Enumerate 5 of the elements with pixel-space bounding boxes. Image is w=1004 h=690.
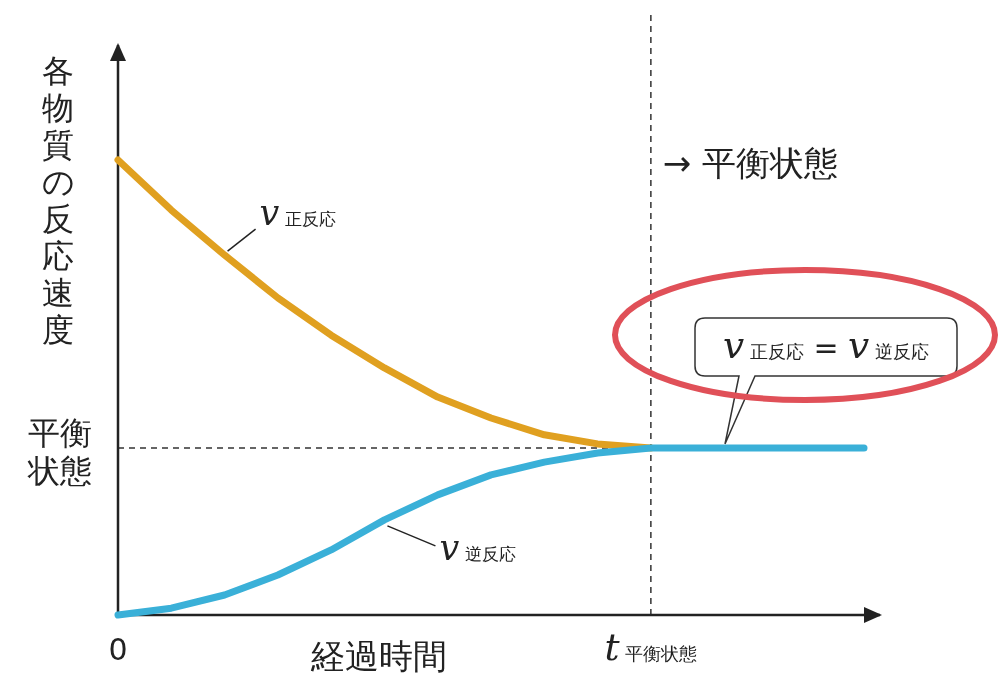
y-axis-title: 各物質の反応速度 [41,52,75,349]
ref-line-label: → 平衡状態 [662,143,839,183]
ref-line-label: 平衡状態 [27,414,92,491]
x-axis-title: 経過時間 [310,636,447,676]
x-tick-label: 0 [108,632,128,667]
